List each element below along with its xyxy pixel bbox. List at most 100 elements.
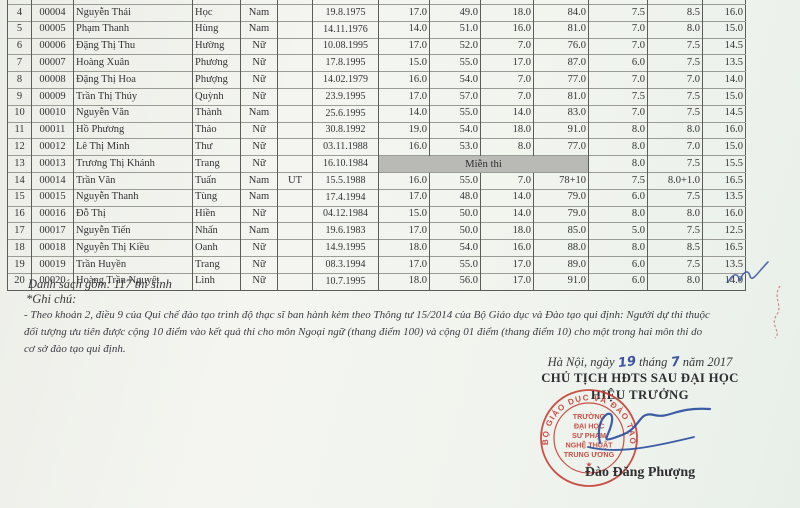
cell-family: Đỗ Thị — [73, 205, 193, 223]
cell-score: 19.0 — [378, 121, 430, 139]
cell-score: 81.0 — [533, 20, 589, 39]
cell-score: 7.0 — [588, 104, 648, 123]
cell-priority — [277, 205, 313, 223]
cell-dob: 17.4.1994 — [312, 188, 379, 207]
svg-text:NGHỆ THUẬT: NGHỆ THUẬT — [565, 441, 613, 450]
cell-score: 55.0 — [429, 255, 481, 274]
cell-score: 16.0 — [378, 71, 430, 89]
svg-text:SƯ PHẠM: SƯ PHẠM — [572, 431, 606, 440]
cell-score: 15.0 — [702, 20, 746, 39]
cell-gender: Nam — [240, 171, 278, 190]
cell-score: 7.5 — [647, 222, 703, 240]
cell-score: 14.0 — [480, 104, 534, 123]
cell-dob: 10.08.1995 — [312, 37, 379, 55]
cell-given: Hùng — [192, 20, 241, 39]
signer-name: Đào Đăng Phượng — [584, 465, 696, 480]
cell-dob: 14.11.1976 — [312, 20, 379, 39]
cell-priority — [277, 239, 313, 257]
cell-score: 54.0 — [429, 239, 481, 257]
cell-score: 15.0 — [378, 205, 430, 223]
cell-family: Trần Huyền — [73, 255, 193, 274]
cell-stt: 5 — [7, 20, 32, 39]
cell-score: 7.5 — [588, 87, 648, 106]
cell-priority — [277, 54, 313, 72]
cell-score: 7.0 — [480, 71, 534, 89]
cell-code: 00007 — [31, 54, 74, 72]
cell-score: 7.0 — [480, 171, 534, 190]
cell-score: 52.0 — [429, 37, 481, 55]
table-row: 6 00006 Đặng Thị Thu Hường Nữ 10.08.1995 17.0 5… — [7, 37, 746, 55]
cell-score: 14.0 — [702, 272, 746, 291]
cell-given: Nhấn — [192, 222, 241, 240]
cell-score: 51.0 — [429, 20, 481, 39]
cell-score: 7.0 — [588, 71, 648, 89]
cell-score: 14.5 — [702, 37, 746, 55]
cell-dob: 25.6.1995 — [312, 104, 379, 123]
cell-score: 15.0 — [702, 87, 746, 106]
cell-stt: 10 — [7, 104, 32, 123]
table-row: 17 00017 Nguyễn Tiến Nhấn Nam 19.6.1983 17.0 50… — [7, 222, 746, 240]
cell-stt: 8 — [7, 71, 32, 89]
cell-score: 8.5 — [647, 4, 703, 22]
cell-score: 14.5 — [702, 104, 746, 123]
cell-score: 8.0 — [480, 138, 534, 156]
cell-score: 17.0 — [378, 222, 430, 240]
table-row: 13 00013 Trương Thị Khánh Trang Nữ 16.10.1984… — [7, 155, 746, 173]
cell-gender: Nữ — [240, 155, 278, 173]
cell-score: 7.5 — [647, 87, 703, 106]
cell-priority — [277, 20, 313, 39]
table-row: 19 00019 Trần Huyền Trang Nữ 08.3.1994 17.0 55.… — [7, 255, 746, 274]
cell-dob: 08.3.1994 — [312, 255, 379, 274]
notes-label: *Ghi chú: — [26, 292, 77, 306]
cell-code: 00020 — [31, 272, 74, 291]
cell-score: 55.0 — [429, 54, 481, 72]
cell-dob: 03.11.1988 — [312, 138, 379, 156]
red-ink-squiggle — [773, 285, 781, 339]
cell-score: 77.0 — [533, 71, 589, 89]
cell-dob: 23.9.1995 — [312, 87, 379, 106]
cell-gender: Nam — [240, 20, 278, 39]
cell-given: Quỳnh — [192, 87, 241, 106]
cell-score: 15.5 — [702, 155, 746, 173]
cell-score: 7.5 — [588, 4, 648, 22]
cell-score: 8.0 — [647, 205, 703, 223]
cell-family: Nguyễn Thái — [73, 4, 193, 22]
cell-score: 6.0 — [588, 272, 648, 291]
cell-gender: Nữ — [240, 255, 278, 274]
cell-gender: Nam — [240, 188, 278, 207]
cell-score: 16.0 — [702, 4, 746, 22]
cell-score: 84.0 — [533, 4, 589, 22]
cell-code: 00006 — [31, 37, 74, 55]
cell-priority — [277, 222, 313, 240]
cell-priority — [277, 104, 313, 123]
cell-score: 89.0 — [533, 255, 589, 274]
table-row: 9 00009 Trần Thị Thúy Quỳnh Nữ 23.9.1995 17.0 5… — [7, 87, 746, 106]
cell-score: 18.0 — [378, 239, 430, 257]
cell-family: Trần Thị Thúy — [73, 87, 193, 106]
cell-given: Thư — [192, 138, 241, 156]
cell-family: Nguyễn Thanh — [73, 188, 193, 207]
list-summary: Danh sách gồm: 117 thí sinh — [28, 277, 172, 291]
cell-score: 16.5 — [702, 171, 746, 190]
date-prefix: Hà Nội, ngày — [547, 355, 615, 369]
svg-text:TRƯỜNG: TRƯỜNG — [573, 412, 606, 421]
cell-given: Oanh — [192, 239, 241, 257]
cell-score: 5.0 — [588, 222, 648, 240]
cell-score: 8.0 — [647, 272, 703, 291]
cell-score: 7.0 — [647, 138, 703, 156]
cell-score: 7.0 — [588, 20, 648, 39]
cell-stt: 12 — [7, 138, 32, 156]
cell-family: Phạm Thanh — [73, 20, 193, 39]
cell-score: 79.0 — [533, 205, 589, 223]
cell-code: 00017 — [31, 222, 74, 240]
cell-stt: 16 — [7, 205, 32, 223]
date-line: Hà Nội, ngày 19 tháng 7 năm 2017 — [510, 354, 770, 371]
cell-score: 56.0 — [429, 272, 481, 291]
cell-score: 8.0 — [647, 121, 703, 139]
cell-gender: Nữ — [240, 87, 278, 106]
cell-given: Học — [192, 4, 241, 22]
cell-score: 88.0 — [533, 239, 589, 257]
cell-score: 87.0 — [533, 54, 589, 72]
cell-priority — [277, 138, 313, 156]
